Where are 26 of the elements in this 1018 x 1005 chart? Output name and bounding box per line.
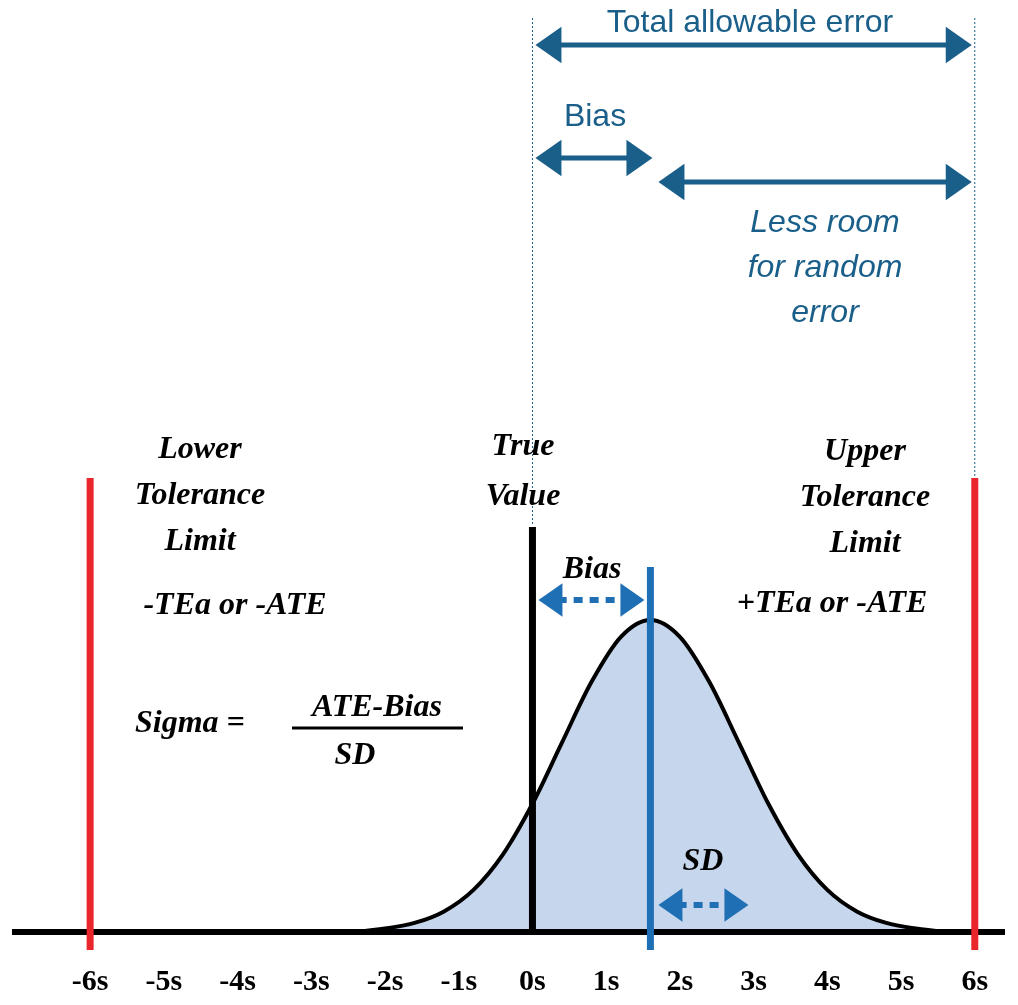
x-tick-label: 0s — [519, 963, 546, 996]
x-tick-label: -5s — [145, 963, 183, 996]
text: True Value — [485, 426, 561, 512]
x-tick-label: 5s — [887, 963, 915, 996]
text: Bias — [561, 549, 622, 585]
annotation: SD — [682, 841, 724, 877]
x-tick-label: -3s — [292, 963, 330, 996]
text: Bias — [563, 97, 627, 133]
x-tick-label: -2s — [366, 963, 404, 996]
text: Less room for random error — [747, 203, 903, 329]
x-tick-label: -1s — [440, 963, 478, 996]
annotation: SD — [334, 735, 376, 771]
annotation: ATE-Bias — [310, 687, 442, 723]
annotation: Sigma = — [135, 703, 245, 739]
text: Total allowable error — [606, 3, 894, 39]
text: Lower Tolerance Limit — [134, 429, 266, 557]
x-tick-label: -6s — [71, 963, 109, 996]
x-tick-label: 3s — [740, 963, 767, 996]
text: +TEa or -ATE — [736, 583, 928, 619]
annotation: -TEa or -ATE — [143, 585, 327, 621]
text: Upper Tolerance Limit — [799, 431, 931, 559]
x-tick-label: -4s — [219, 963, 256, 996]
x-tick-label: 4s — [813, 963, 841, 996]
x-tick-label: 6s — [961, 963, 989, 996]
x-tick-label: 1s — [592, 963, 620, 996]
x-tick-label: 2s — [666, 963, 694, 996]
